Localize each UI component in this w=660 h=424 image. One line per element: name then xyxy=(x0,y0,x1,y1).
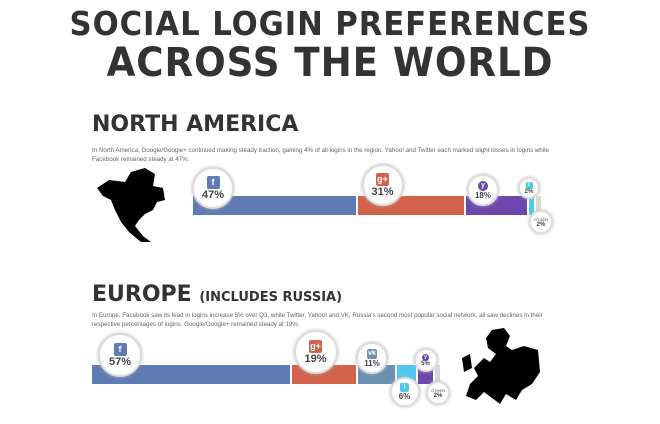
title-line-2: ACROSS THE WORLD xyxy=(106,40,554,86)
vk-icon: vk xyxy=(367,348,377,359)
value-bubble: t 6% xyxy=(389,377,420,407)
value-label: 31% xyxy=(371,185,394,198)
value-label: 18% xyxy=(474,190,491,200)
europe-map xyxy=(462,328,540,404)
other-label: OTHER xyxy=(431,387,445,393)
bar-other xyxy=(435,365,440,384)
europe-heading: EUROPE (INCLUDES RUSSIA) xyxy=(92,282,342,307)
other-label: OTHER xyxy=(534,216,548,222)
facebook-icon: f xyxy=(206,175,220,189)
value-bubble: OTHER 2% xyxy=(529,210,553,234)
value-label: 2% xyxy=(536,221,546,228)
twitter-icon: t xyxy=(400,383,409,392)
twitter-icon: t xyxy=(525,181,533,189)
north-america-map xyxy=(97,168,165,242)
value-bubble: f 47% xyxy=(192,167,234,209)
value-label: 11% xyxy=(364,358,380,368)
yahoo-icon: y xyxy=(422,353,429,361)
europe-description: In Europe, Facebook saw its lead in logi… xyxy=(92,312,543,328)
value-bubble: y 5% xyxy=(413,348,438,372)
value-bubble: g+ 19% xyxy=(293,330,338,374)
bar-facebook xyxy=(193,196,356,215)
north-america-heading: NORTH AMERICA xyxy=(92,112,299,137)
value-bubble: OTHER 2% xyxy=(426,381,450,405)
value-bubble: t 2% xyxy=(518,177,540,199)
value-label: 19% xyxy=(304,352,327,365)
europe-heading-text: EUROPE xyxy=(92,282,192,307)
value-label: 2% xyxy=(433,392,443,399)
google-plus-icon: g+ xyxy=(309,339,322,353)
value-label: 6% xyxy=(398,392,411,401)
value-label: 5% xyxy=(421,360,430,367)
bar-twitter xyxy=(529,196,534,215)
title-line-1: SOCIAL LOGIN PREFERENCES xyxy=(69,4,591,43)
value-label: 57% xyxy=(108,355,132,368)
bar-other xyxy=(536,196,541,215)
value-bubble: y 18% xyxy=(467,174,499,206)
bar-facebook xyxy=(92,365,290,384)
value-bubble: f 57% xyxy=(98,333,142,377)
europe-subheading: (INCLUDES RUSSIA) xyxy=(199,290,343,305)
facebook-icon: f xyxy=(113,342,127,356)
value-bubble: g+ 31% xyxy=(361,164,404,206)
value-label: 47% xyxy=(201,188,225,201)
value-bubble: vk 11% xyxy=(356,342,388,374)
north-america-description: In North America, Google/Google+ continu… xyxy=(92,147,549,163)
yahoo-icon: y xyxy=(478,180,488,191)
value-label: 2% xyxy=(524,188,534,195)
google-plus-icon: g+ xyxy=(376,172,389,186)
